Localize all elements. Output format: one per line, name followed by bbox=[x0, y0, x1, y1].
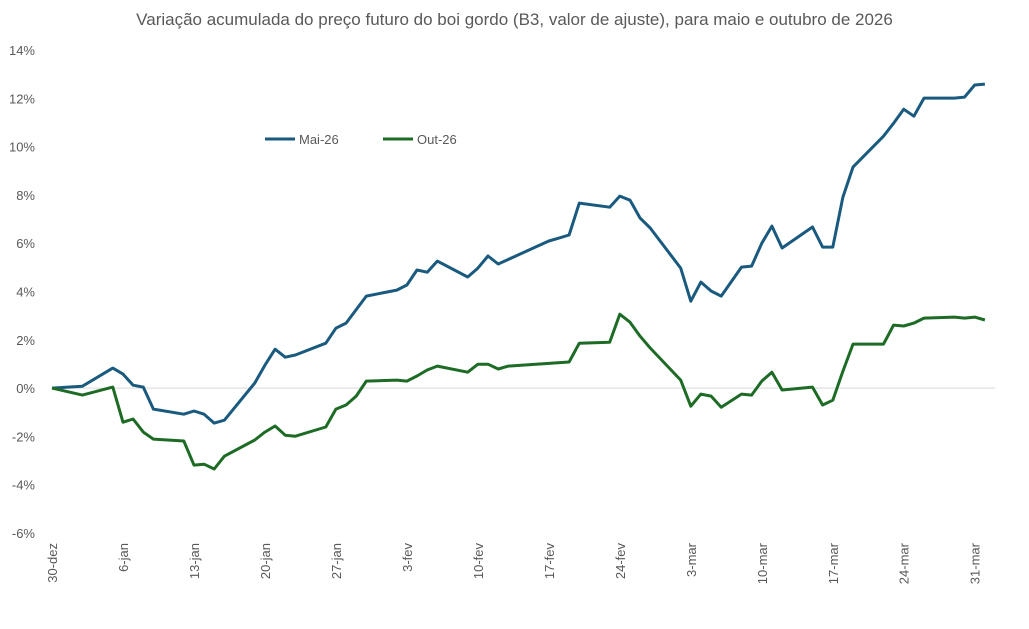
y-tick-label: 12% bbox=[9, 91, 35, 106]
y-tick-label: -2% bbox=[12, 429, 36, 444]
x-tick-label: 24-mar bbox=[897, 542, 912, 584]
x-tick-label: 27-jan bbox=[329, 543, 344, 579]
y-tick-label: 8% bbox=[16, 188, 35, 203]
x-tick-label: 10-mar bbox=[755, 542, 770, 584]
x-tick-label: 30-dez bbox=[45, 543, 60, 583]
y-tick-label: -4% bbox=[12, 478, 36, 493]
y-tick-label: 2% bbox=[16, 333, 35, 348]
x-tick-label: 3-fev bbox=[400, 543, 415, 572]
x-tick-label: 10-fev bbox=[471, 543, 486, 580]
x-tick-label: 17-mar bbox=[826, 542, 841, 584]
series-line-out-26 bbox=[51, 312, 986, 471]
y-tick-label: 0% bbox=[16, 381, 35, 396]
x-tick-label: 3-mar bbox=[684, 542, 699, 577]
x-tick-label: 24-fev bbox=[613, 543, 628, 580]
legend-label: Mai-26 bbox=[299, 132, 339, 147]
y-tick-label: 6% bbox=[16, 236, 35, 251]
y-tick-label: 14% bbox=[9, 43, 35, 58]
y-tick-label: 10% bbox=[9, 140, 35, 155]
y-tick-label: 4% bbox=[16, 285, 35, 300]
x-tick-label: 31-mar bbox=[968, 542, 983, 584]
series-line-mai-26 bbox=[51, 82, 986, 425]
x-tick-label: 13-jan bbox=[187, 543, 202, 579]
x-tick-label: 17-fev bbox=[542, 543, 557, 580]
x-tick-label: 20-jan bbox=[258, 543, 273, 579]
legend-label: Out-26 bbox=[417, 132, 457, 147]
x-tick-label: 6-jan bbox=[116, 543, 131, 572]
y-tick-label: -6% bbox=[12, 526, 36, 541]
chart-title: Variação acumulada do preço futuro do bo… bbox=[136, 10, 893, 29]
